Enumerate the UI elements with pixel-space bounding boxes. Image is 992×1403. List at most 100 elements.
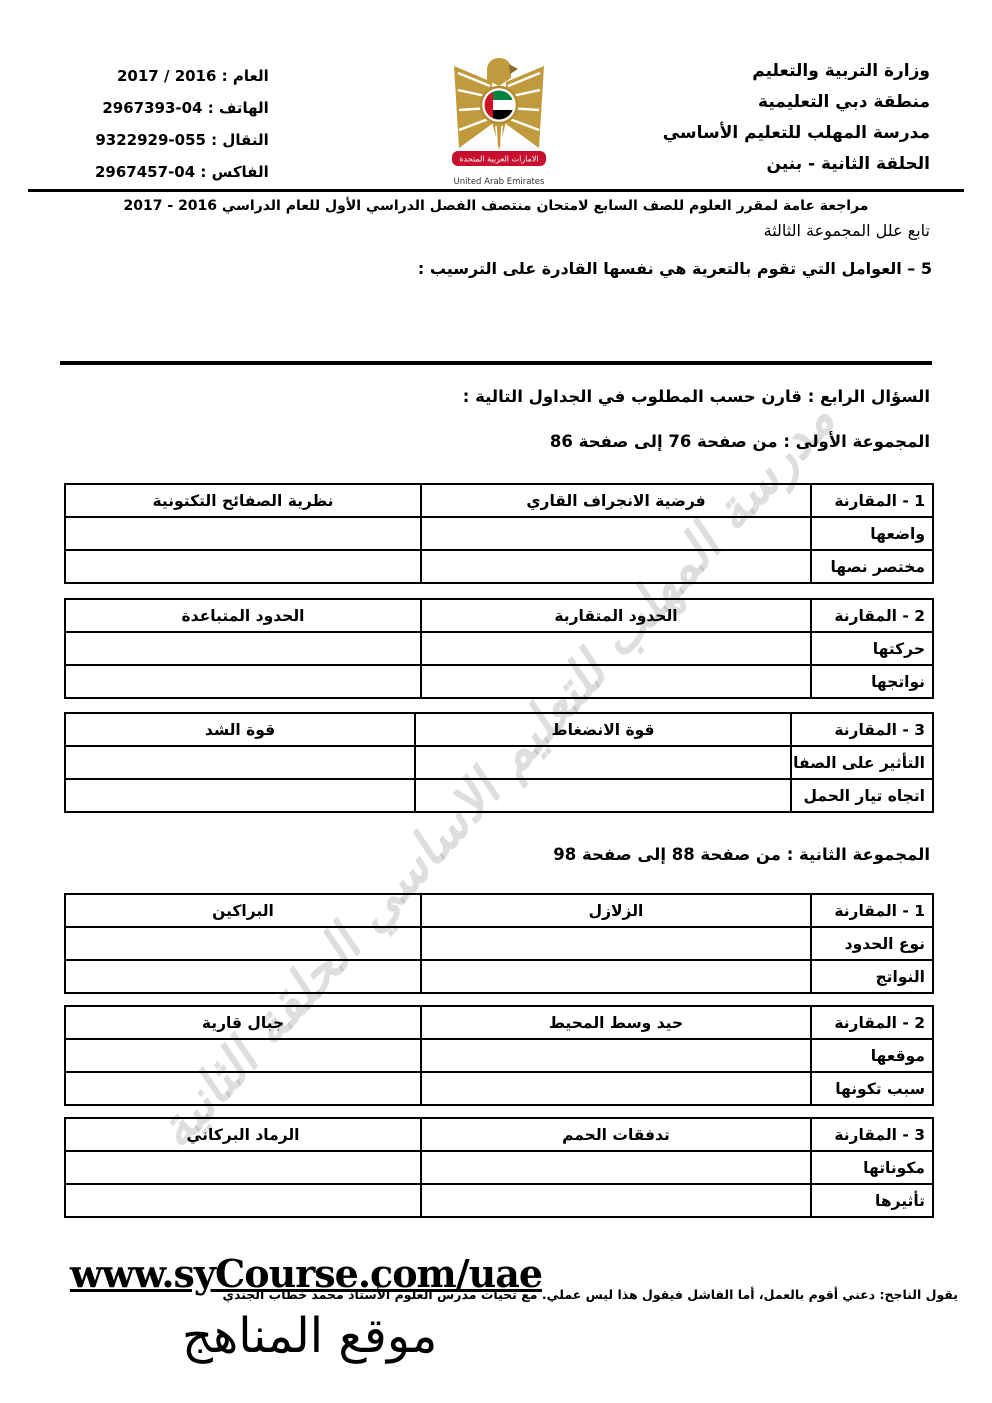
comparison-table-2: 2 - المقارنة الحدود المتقاربة الحدود الم… — [64, 598, 934, 699]
table-row: التأثير على الصفائح — [64, 745, 934, 780]
column-header: الزلازل — [420, 893, 812, 928]
row-label: مكوناتها — [810, 1150, 934, 1185]
row-label: التأثير على الصفائح — [790, 745, 934, 780]
column-header: الرماد البركاني — [64, 1117, 422, 1152]
group2-heading: المجموعة الثانية : من صفحة 88 إلى صفحة 9… — [553, 845, 930, 864]
comparison-table-3: 3 - المقارنة قوة الانضغاط قوة الشد التأث… — [64, 712, 934, 813]
column-header: تدفقات الحمم — [420, 1117, 812, 1152]
answer-cell — [414, 778, 792, 813]
table-row: حركتها — [64, 631, 934, 666]
header-divider — [28, 189, 964, 192]
header-ministry-block: وزارة التربية والتعليم منطقة دبي التعليم… — [663, 56, 930, 180]
table-header-row: 3 - المقارنة تدفقات الحمم الرماد البركان… — [64, 1117, 934, 1152]
table-header-row: 1 - المقارنة الزلازل البراكين — [64, 893, 934, 928]
table-header-row: 2 - المقارنة الحدود المتقاربة الحدود الم… — [64, 598, 934, 633]
ministry-line: الحلقة الثانية - بنين — [766, 154, 930, 174]
answer-cell — [64, 959, 422, 994]
row-label: موقعها — [810, 1038, 934, 1073]
contact-line-mobile: النقال : 055-9322929 — [95, 131, 269, 149]
answer-cell — [420, 1183, 812, 1218]
comparison-table-6: 3 - المقارنة تدفقات الحمم الرماد البركان… — [64, 1117, 934, 1218]
table-row: تأثيرها — [64, 1183, 934, 1218]
row-label: مختصر نصها — [810, 549, 934, 584]
ministry-line: وزارة التربية والتعليم — [752, 61, 930, 81]
site-name-calligraphy: موقع المناهج — [182, 1308, 438, 1364]
group1-heading: المجموعة الأولى : من صفحة 76 إلى صفحة 86 — [549, 432, 930, 451]
row-label: تأثيرها — [810, 1183, 934, 1218]
answer-cell — [64, 1071, 422, 1106]
uae-flag-icon — [484, 90, 514, 120]
column-header: البراكين — [64, 893, 422, 928]
table-label: 2 - المقارنة — [810, 598, 934, 633]
table-row: موقعها — [64, 1038, 934, 1073]
table-row: اتجاه تيار الحمل — [64, 778, 934, 813]
column-header: قوة الشد — [64, 712, 416, 747]
table-header-row: 1 - المقارنة فرضية الانجراف القاري نظرية… — [64, 483, 934, 518]
row-label: النواتج — [810, 959, 934, 994]
row-label: واضعها — [810, 516, 934, 551]
question-4-heading: السؤال الرابع : قارن حسب المطلوب في الجد… — [462, 387, 930, 406]
subtitle: تابع علل المجموعة الثالثة — [763, 221, 930, 240]
answer-cell — [420, 516, 812, 551]
question-5: 5 – العوامل التي تقوم بالتعرية هي نفسها … — [417, 259, 932, 278]
answer-cell — [420, 1150, 812, 1185]
answer-cell — [420, 664, 812, 699]
column-header: الحدود المتقاربة — [420, 598, 812, 633]
table-label: 3 - المقارنة — [810, 1117, 934, 1152]
ministry-line: مدرسة المهلب للتعليم الأساسي — [662, 123, 930, 143]
emblem-caption: United Arab Emirates — [453, 177, 545, 187]
table-row: سبب تكونها — [64, 1071, 934, 1106]
table-label: 1 - المقارنة — [810, 893, 934, 928]
column-header: قوة الانضغاط — [414, 712, 792, 747]
answer-cell — [420, 926, 812, 961]
answer-cell — [420, 549, 812, 584]
table-label: 3 - المقارنة — [790, 712, 934, 747]
answer-cell — [64, 778, 416, 813]
page-title: مراجعة عامة لمقرر العلوم للصف السابع لام… — [123, 198, 869, 214]
footer-quote-line: يقول الناجح: دعني أقوم بالعمل، أما الفاش… — [223, 1287, 958, 1302]
row-label: حركتها — [810, 631, 934, 666]
answer-cell — [64, 664, 422, 699]
table-row: مكوناتها — [64, 1150, 934, 1185]
answer-cell — [64, 549, 422, 584]
row-label: اتجاه تيار الحمل — [790, 778, 934, 813]
answer-cell — [64, 1183, 422, 1218]
table-row: مختصر نصها — [64, 549, 934, 584]
column-header: حيد وسط المحيط — [420, 1005, 812, 1040]
comparison-table-1: 1 - المقارنة فرضية الانجراف القاري نظرية… — [64, 483, 934, 584]
table-row: نواتجها — [64, 664, 934, 699]
contact-line-year: العام : 2016 / 2017 — [117, 67, 269, 85]
success-quote: يقول الناجح: دعني أقوم بالعمل، أما الفاش… — [541, 1287, 958, 1302]
answer-cell — [414, 745, 792, 780]
row-label: نوع الحدود — [810, 926, 934, 961]
column-header: فرضية الانجراف القاري — [420, 483, 812, 518]
section-divider — [60, 361, 932, 365]
answer-cell — [420, 631, 812, 666]
uae-emblem: الامارات العربية المتحدة United Arab Emi… — [443, 56, 555, 187]
comparison-table-4: 1 - المقارنة الزلازل البراكين نوع الحدود… — [64, 893, 934, 994]
table-row: النواتج — [64, 959, 934, 994]
table-header-row: 2 - المقارنة حيد وسط المحيط جبال قارية — [64, 1005, 934, 1040]
answer-cell — [420, 1071, 812, 1106]
contact-line-fax: الفاكس : 04-2967457 — [95, 163, 269, 181]
falcon-icon: الامارات العربية المتحدة — [452, 58, 546, 166]
answer-cell — [64, 745, 416, 780]
answer-cell — [64, 1150, 422, 1185]
row-label: سبب تكونها — [810, 1071, 934, 1106]
answer-cell — [64, 631, 422, 666]
teacher-greeting: مع تحيات مدرس العلوم الأستاذ محمد خطاب ا… — [222, 1287, 542, 1302]
answer-cell — [64, 926, 422, 961]
table-row: نوع الحدود — [64, 926, 934, 961]
table-row: واضعها — [64, 516, 934, 551]
table-label: 1 - المقارنة — [810, 483, 934, 518]
answer-cell — [420, 959, 812, 994]
contact-line-phone: الهاتف : 04-2967393 — [102, 99, 269, 117]
table-label: 2 - المقارنة — [810, 1005, 934, 1040]
row-label: نواتجها — [810, 664, 934, 699]
answer-cell — [420, 1038, 812, 1073]
column-header: نظرية الصفائح التكتونية — [64, 483, 422, 518]
table-header-row: 3 - المقارنة قوة الانضغاط قوة الشد — [64, 712, 934, 747]
emblem-banner-text: الامارات العربية المتحدة — [459, 155, 538, 164]
column-header: جبال قارية — [64, 1005, 422, 1040]
